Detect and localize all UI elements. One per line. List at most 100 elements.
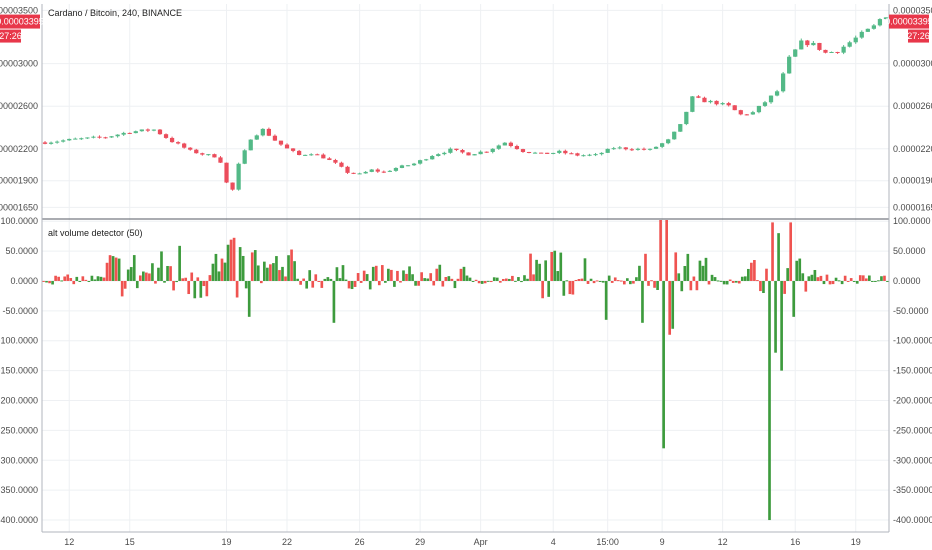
candle-body [67,138,72,141]
volume-bar [831,280,835,285]
candle-body [454,148,459,151]
price-tick-label-left: 0.00003500 [0,5,38,15]
volume-bar [635,277,638,281]
volume-bar [205,280,209,297]
volume-bar [547,280,551,297]
candle-body [635,148,641,150]
candle-body [424,159,429,161]
volume-bar [435,268,439,281]
volume-bar [877,280,880,282]
volume-tick-label-left: 50.0000 [5,246,38,256]
candle-body [532,152,538,154]
candle-body [623,147,628,150]
volume-bar [399,280,402,283]
volume-bar [656,280,659,290]
volume-bar [804,280,808,292]
volume-bar [492,277,496,281]
volume-tick-label-right: -250.0000 [893,425,932,435]
candle-body [357,173,362,175]
candle-body [218,157,223,163]
volume-bar [126,269,130,281]
volume-bar [622,280,626,285]
volume-bar [734,280,738,283]
volume-bar [420,272,423,281]
volume-bar [359,280,363,283]
volume-bar [353,280,357,287]
candle-body [877,19,883,26]
candle-body [841,46,846,53]
candle-body [708,100,713,103]
candle-body [641,148,647,150]
volume-bar [263,261,266,281]
volume-bar [96,276,100,281]
volume-bar [90,275,94,281]
candle-body [61,140,66,142]
price-badges: 0.00003395 27:26 0.00003395 27:26 [0,14,932,43]
volume-bar [105,262,109,281]
candle-body [212,154,217,158]
candle-body [224,162,229,183]
volume-bar [175,280,178,283]
candle-body [163,134,169,138]
volume-bar [42,280,45,282]
time-tick-label: Apr [474,537,488,547]
candle-body [254,135,259,140]
volume-bar [423,278,426,281]
candle-body [696,96,701,98]
candle-body [242,150,247,164]
volume-bar [517,277,520,281]
volume-bar [526,278,529,281]
candle-body [42,142,48,144]
countdown-label: 27:26 [907,31,930,41]
volume-bar [886,280,889,282]
price-tick-label-left: 0.00001650 [0,202,38,212]
volume-bar [471,280,475,282]
time-tick-label: 12 [718,537,728,547]
pane-frames [41,4,890,533]
volume-bar [855,280,859,284]
volume-bar [780,280,783,371]
volume-bar [145,272,148,281]
volume-bar [102,277,106,281]
volume-tick-label-left: -400.0000 [0,515,38,525]
volume-bar [589,278,593,281]
candle-body [835,51,840,53]
last-price-label: 0.00003395 [0,17,44,27]
volume-bar [414,280,417,286]
volume-bar [813,269,817,281]
volume-bar [553,250,557,281]
volume-bar [335,267,339,281]
volume-tick-label-left: 100.0000 [0,216,38,226]
volume-bar [157,267,160,281]
volume-bar [320,280,324,288]
volume-bar [846,280,850,282]
volume-bar [544,260,547,281]
volume-bar [756,280,759,282]
volume-tick-label-left: -50.0000 [2,306,38,316]
volume-bar [202,280,206,287]
candle-body [720,103,725,105]
volume-tick-label-right: 100.0000 [893,216,931,226]
volume-bar [771,222,774,281]
volume-bar [438,264,442,281]
volume-bar [565,280,569,282]
volume-bar [266,267,269,281]
volume-bar [196,277,200,281]
candle-body [91,136,96,138]
volume-bar [66,274,70,281]
volume-bar [229,239,233,281]
volume-bar [677,273,681,281]
volume-bar [871,280,874,282]
candle-body [738,110,743,115]
volume-bar [317,280,321,282]
volume-bar [810,274,814,281]
volume-bar [178,245,181,281]
volume-bar [662,280,665,449]
candle-body [399,165,405,168]
volume-bar [338,278,342,281]
volume-bar [57,276,60,281]
candle-body [79,138,84,140]
volume-bar [269,264,272,281]
volume-bar [117,258,121,281]
candle-body [393,167,399,171]
